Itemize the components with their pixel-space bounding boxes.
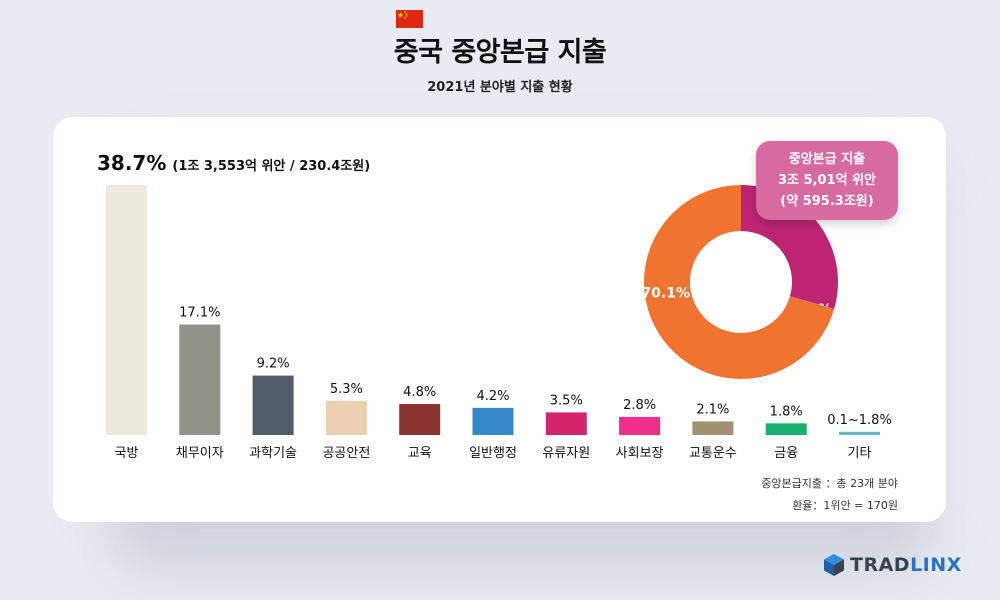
callout-krw: (약 595.3조원) <box>780 194 874 209</box>
category-label: 채무이자 <box>176 446 224 461</box>
category-label: 일반행정 <box>469 445 517 461</box>
headline: 38.7% (1조 3,553억 위안 / 230.4조원) <box>97 151 370 175</box>
logo-text: TRADLINX <box>850 554 962 576</box>
bar-기타 <box>839 431 880 435</box>
category-label: 사회보장 <box>616 446 664 461</box>
bar-value-label: 4.8% <box>403 385 436 400</box>
category-label: 유류자원 <box>542 446 590 461</box>
bar-value-label: 3.5% <box>550 393 583 408</box>
headline-detail: (1조 3,553억 위안 / 230.4조원) <box>172 159 371 174</box>
logo-text-b: LINX <box>910 554 962 576</box>
bar-유류자원 <box>545 412 587 435</box>
china-flag-icon <box>396 10 423 28</box>
bar-공공안전 <box>325 400 367 435</box>
bar-value-label: 4.2% <box>476 389 509 404</box>
bar-value-label: 9.2% <box>257 357 290 372</box>
category-label: 교육 <box>408 446 432 461</box>
bar-value-label: 17.1% <box>179 306 220 321</box>
bar-교육 <box>399 403 441 435</box>
category-label: 국방 <box>115 446 139 461</box>
bar-value-label: 2.1% <box>696 402 729 417</box>
page-subtitle: 2021년 분야별 지출 현황 <box>427 80 573 95</box>
page-title: 중국 중앙본급 지출 <box>393 37 607 68</box>
logo-text-a: TRAD <box>850 554 911 576</box>
chart-card: 38.7% (1조 3,553억 위안 / 230.4조원) 국방 17.1% 채무이… <box>53 117 946 522</box>
tradlinx-cube-icon <box>824 554 844 576</box>
bar-국방 <box>106 185 147 435</box>
bar-교통운수 <box>692 421 734 435</box>
bar-chart: 국방 17.1% 채무이자 9.2% 과학기술 5.3% 공공안전 4.8% 교육 4.2% 일반행… <box>106 185 892 461</box>
footnote-categories: 중앙본급지출 ：총 23개 분야 <box>761 477 898 490</box>
bar-일반행정 <box>472 407 514 435</box>
category-label: 교통운수 <box>689 446 737 461</box>
category-label: 과학기술 <box>249 446 297 461</box>
bar-value-label: 2.8% <box>623 398 656 413</box>
category-label: 금융 <box>774 446 798 461</box>
donut-slice <box>644 185 835 379</box>
headline-percent: 38.7% <box>97 151 167 175</box>
category-label: 공공안전 <box>322 446 370 461</box>
bar-사회보장 <box>619 416 661 435</box>
footnote-exchange: 환율：1위안 = 170원 <box>792 499 898 512</box>
bar-채무이자 <box>179 324 221 435</box>
bar-금융 <box>765 423 807 435</box>
tradlinx-logo: TRADLINX <box>822 552 962 578</box>
donut-slice-label: 70.1% <box>641 286 690 302</box>
total-callout: 중앙본급 지출 3조 5,01억 위안 (약 595.3조원) <box>756 141 898 220</box>
bar-과학기술 <box>252 375 294 435</box>
bar-value-label: 1.8% <box>770 404 803 419</box>
callout-amount: 3조 5,01억 위안 <box>777 173 876 188</box>
category-label: 기타 <box>848 446 872 461</box>
callout-title: 중앙본급 지출 <box>788 152 866 167</box>
bar-value-label: 0.1~1.8% <box>827 413 892 428</box>
bar-value-label: 5.3% <box>330 382 363 397</box>
